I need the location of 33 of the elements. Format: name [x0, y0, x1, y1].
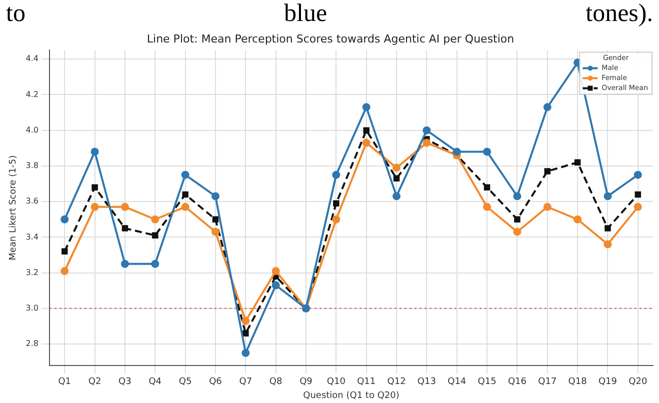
x-tick-label: Q4	[148, 377, 162, 388]
x-tick-label: Q5	[178, 377, 192, 388]
y-tick-label: 3.8	[26, 161, 39, 170]
x-tick-label: Q16	[508, 377, 527, 388]
text: to blue tones).	[6, 0, 653, 27]
x-tick-label: Q15	[478, 377, 496, 388]
x-tick-label: Q2	[88, 377, 102, 388]
x-tick-label: Q1	[58, 377, 72, 388]
y-tick-label: 3.4	[26, 232, 39, 242]
x-tick-label: Q18	[568, 377, 588, 388]
y-tick-label: 4.2	[26, 90, 39, 99]
x-tick-label: Q3	[118, 377, 132, 388]
x-tick-label: Q6	[209, 377, 222, 388]
x-tick-label: Q14	[448, 377, 466, 388]
y-tick-label: 4.4	[26, 54, 39, 64]
y-tick-label: 3.6	[26, 196, 39, 206]
x-tick-label: Q10	[326, 377, 346, 388]
x-tick-label: Q17	[538, 377, 557, 388]
x-axis-title: Question (Q1 to Q20)	[303, 390, 400, 401]
y-tick-label: 4.0	[26, 125, 39, 134]
chart-title: Line Plot: Mean Perception Scores towards Agentic AI per Question	[146, 32, 514, 46]
x-tick-label: Q19	[598, 377, 618, 388]
x-tick-label: Q9	[300, 377, 313, 388]
x-tick-label: Q11	[357, 377, 376, 388]
x-tick-label: Q8	[269, 377, 283, 388]
y-tick-label: 2.8	[26, 339, 39, 348]
x-tick-label: Q13	[417, 377, 436, 388]
x-tick-label: Q7	[239, 377, 252, 388]
y-tick-label: 3.2	[26, 268, 39, 277]
y-tick-label: 3.0	[26, 303, 39, 312]
x-tick-label: Q20	[628, 377, 648, 388]
x-tick-label: Q12	[387, 377, 406, 388]
y-axis-title: Mean Likert Score (1-5)	[8, 155, 19, 260]
